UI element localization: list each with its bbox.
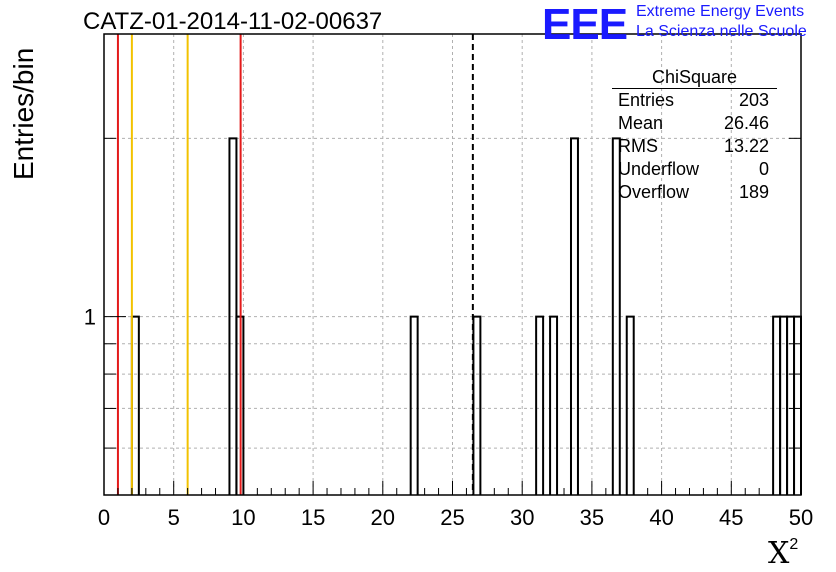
x-axis-label: X2 (768, 536, 799, 571)
x-tick-label: 40 (649, 505, 673, 530)
x-tick-label: 30 (510, 505, 534, 530)
stats-value: 189 (738, 182, 769, 202)
stats-value: 13.22 (723, 136, 769, 156)
stats-row-mean: Mean 26.46 (612, 112, 777, 135)
stats-value: 203 (738, 90, 769, 110)
y-axis-label: Entries/bin (8, 47, 39, 180)
stats-row-entries: Entries 203 (612, 89, 777, 112)
x-tick-label: 20 (371, 505, 395, 530)
x-tick-label: 50 (789, 505, 813, 530)
x-tick-label: 25 (440, 505, 464, 530)
eee-logo: EEE (542, 0, 628, 49)
histogram-bar (535, 315, 545, 495)
x-tick-label: 10 (231, 505, 255, 530)
stats-value: 26.46 (723, 113, 769, 133)
histogram-bar (409, 315, 419, 495)
histogram-bar (569, 137, 579, 495)
x-tick-label: 35 (580, 505, 604, 530)
stats-row-overflow: Overflow 189 (612, 181, 777, 204)
stats-label: Entries (618, 90, 675, 110)
x-tick-label: 15 (301, 505, 325, 530)
stats-label: Mean (618, 113, 664, 133)
x-tick-label: 0 (98, 505, 110, 530)
stats-value: 0 (758, 159, 769, 179)
stats-label: RMS (618, 136, 658, 156)
logo-line-2: La Scienza nelle Scuole (636, 23, 807, 40)
y-tick-label: 1 (84, 305, 96, 330)
logo-line-1: Extreme Energy Events (636, 3, 805, 20)
stats-row-underflow: Underflow 0 (612, 158, 777, 181)
stats-row-rms: RMS 13.22 (612, 135, 777, 158)
histogram-bar (625, 315, 635, 495)
histogram-bar (611, 137, 621, 495)
stats-title: ChiSquare (612, 66, 777, 89)
histogram-bar (549, 315, 559, 495)
x-tick-label: 45 (719, 505, 743, 530)
stats-label: Underflow (618, 159, 700, 179)
stats-label: Overflow (618, 182, 690, 202)
x-tick-label: 5 (168, 505, 180, 530)
stats-box: ChiSquare Entries 203 Mean 26.46 RMS 13.22 Und… (612, 66, 777, 204)
chart-title: CATZ-01-2014-11-02-00637 (83, 8, 383, 35)
